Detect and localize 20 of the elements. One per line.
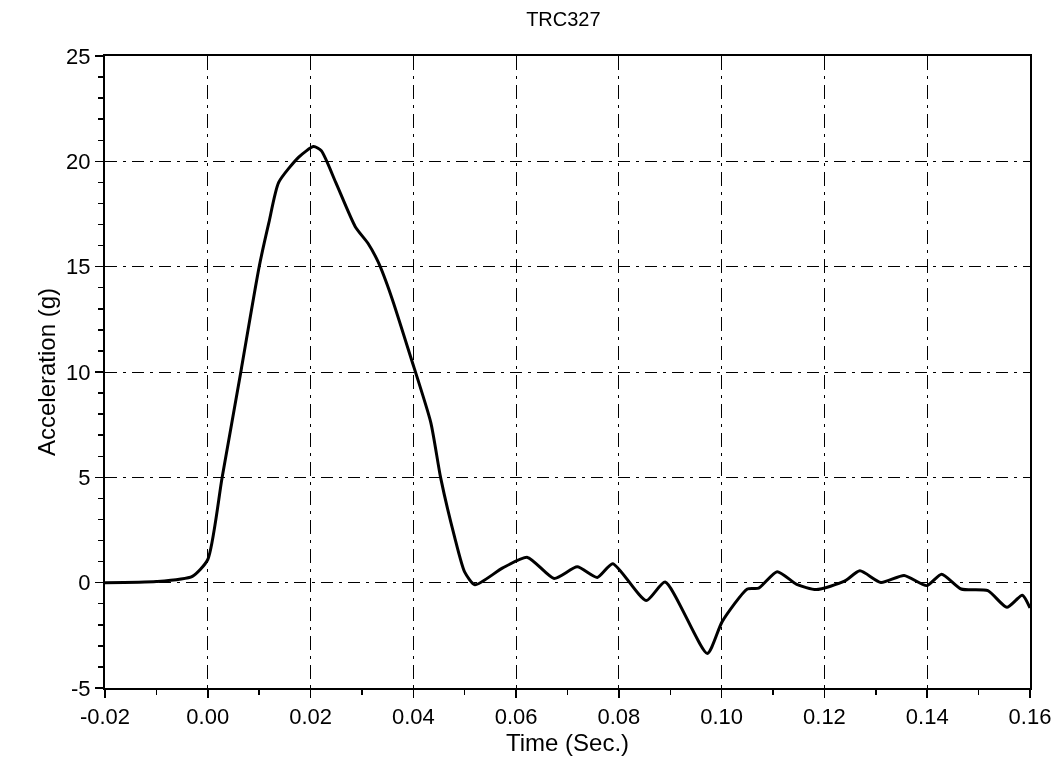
x-tick-label: 0.06 — [494, 704, 538, 730]
y-axis-title: Acceleration (g) — [32, 287, 60, 457]
x-tick-label: -0.02 — [79, 704, 131, 730]
x-axis-title: Time (Sec.) — [505, 729, 630, 757]
x-tick-label: 0.14 — [905, 704, 949, 730]
y-tick-label: -5 — [71, 675, 91, 701]
x-tick-label: 0.04 — [391, 704, 435, 730]
y-tick-label: 10 — [66, 359, 91, 385]
x-tick-label: 0.02 — [289, 704, 332, 730]
x-tick-label: 0.10 — [700, 704, 744, 730]
y-tick-label: 5 — [78, 465, 91, 491]
y-tick-label: 20 — [66, 149, 91, 175]
x-tick-label: 0.12 — [803, 704, 846, 730]
y-tick-label: 15 — [66, 254, 91, 280]
x-tick-label: 0.16 — [1008, 704, 1052, 730]
x-tick-label: 0.08 — [597, 704, 641, 730]
x-tick-label: 0.00 — [186, 704, 230, 730]
y-tick-label: 25 — [66, 43, 91, 69]
y-tick-label: 0 — [78, 570, 91, 596]
chart-title: TRC327 — [526, 7, 601, 30]
